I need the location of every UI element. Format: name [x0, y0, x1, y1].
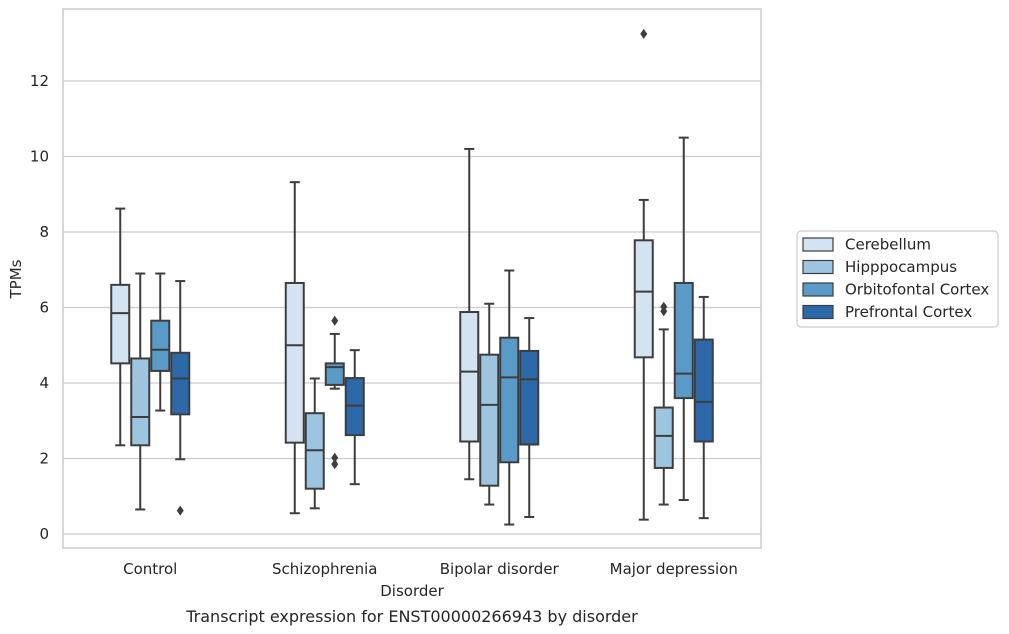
legend-swatch [802, 259, 834, 275]
y-axis-label: TPMs [7, 259, 25, 299]
legend-swatch [802, 282, 834, 297]
legend-swatch [802, 237, 834, 252]
y-tick-label: 12 [30, 72, 49, 90]
y-tick-label: 4 [39, 374, 49, 392]
legend: Cerebellum Hipppocampus Orbitofontal Corte… [796, 230, 999, 328]
box-body [150, 319, 171, 372]
box-orbitofontal-cortex [499, 269, 520, 526]
box-body [170, 351, 191, 416]
box-body [653, 406, 674, 469]
box-prefrontal-cortex [519, 317, 540, 519]
box-hipppocampus [479, 302, 500, 506]
legend-item: Hipppocampus [802, 258, 957, 276]
box-orbitofontal-cortex [150, 272, 171, 412]
legend-item: Prefrontal Cortex [802, 303, 972, 321]
box-body [130, 357, 151, 447]
box-body [459, 311, 480, 443]
legend-frame [796, 230, 999, 328]
box-prefrontal-cortex [170, 280, 191, 516]
box-hipppocampus [130, 272, 151, 511]
x-tick-label: Schizophrenia [272, 560, 377, 578]
x-axis-label: Disorder [380, 582, 444, 600]
legend-item: Cerebellum [802, 236, 931, 254]
outlier-marker [660, 301, 668, 312]
outlier-marker [331, 459, 339, 470]
box-orbitofontal-cortex [673, 136, 694, 502]
y-tick-label: 6 [39, 299, 49, 317]
box-prefrontal-cortex [344, 349, 365, 486]
box-body [673, 281, 694, 400]
box-body [479, 353, 500, 487]
box-body [110, 283, 131, 365]
legend-swatch [802, 304, 834, 320]
outlier-marker [331, 315, 339, 326]
outlier-marker [640, 28, 648, 39]
box-body [324, 362, 345, 386]
legend-label: Orbitofontal Cortex [845, 281, 989, 299]
outlier-marker [176, 505, 184, 516]
legend-label: Cerebellum [845, 236, 931, 254]
x-tick-label: Control [123, 560, 177, 578]
plot-frame [62, 8, 762, 549]
box-orbitofontal-cortex [324, 315, 345, 470]
legend-item: Orbitofontal Cortex [802, 281, 989, 299]
x-tick-labels: Control Schizophrenia Bipolar disorder Majo… [123, 560, 738, 578]
y-tick-label: 0 [39, 525, 49, 543]
box-cerebellum [633, 28, 654, 521]
box-body [633, 239, 654, 359]
x-tick-label: Major depression [610, 560, 738, 578]
box-cerebellum [459, 147, 480, 481]
outlier-marker [331, 452, 339, 463]
legend-label: Prefrontal Cortex [845, 303, 972, 321]
box-body [693, 338, 714, 443]
box-body [499, 336, 520, 464]
legend-label: Hipppocampus [845, 258, 957, 276]
box-prefrontal-cortex [693, 295, 714, 520]
box-body [284, 281, 305, 444]
y-tick-label: 2 [39, 450, 49, 468]
box-hipppocampus [653, 301, 674, 506]
box-cerebellum [284, 181, 305, 515]
chart-caption: Transcript expression for ENST0000026694… [185, 607, 638, 626]
box-hipppocampus [304, 377, 325, 510]
box-cerebellum [110, 207, 131, 447]
box-series-group [110, 28, 714, 526]
y-tick-label: 8 [39, 223, 49, 241]
y-tick-label: 10 [30, 148, 49, 166]
x-tick-label: Bipolar disorder [440, 560, 560, 578]
box-body [519, 349, 540, 446]
y-tick-labels: 0 2 4 6 8 10 12 [30, 72, 49, 543]
